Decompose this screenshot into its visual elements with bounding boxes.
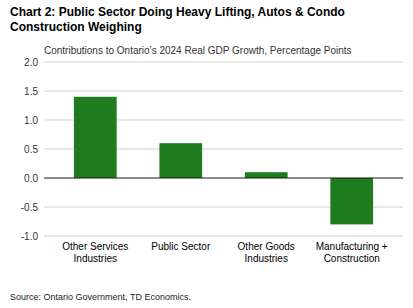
x-tick-label-line: Other Services <box>62 241 128 252</box>
bar <box>159 143 202 178</box>
x-tick-label-line: Industries <box>74 253 117 264</box>
x-tick-label-line: Industries <box>245 253 288 264</box>
grid <box>44 62 403 236</box>
y-tick-label: -1.0 <box>21 231 39 242</box>
y-tick-label: 1.5 <box>24 86 38 97</box>
grid-line <box>44 62 403 63</box>
zero-line <box>44 178 403 179</box>
x-tick-label: Other GoodsIndustries <box>238 241 295 264</box>
y-tick-label: 0.0 <box>24 173 38 184</box>
x-tick-label-line: Construction <box>324 253 380 264</box>
bar <box>74 97 117 178</box>
bar <box>330 178 373 224</box>
x-tick-label: Other ServicesIndustries <box>62 241 128 264</box>
chart-container: Chart 2: Public Sector Doing Heavy Lifti… <box>0 0 413 308</box>
x-tick-label-line: Public Sector <box>151 241 211 252</box>
title: Chart 2: Public Sector Doing Heavy Lifti… <box>10 5 345 19</box>
page: {"chart_data": {"type": "bar", "title": … <box>0 0 413 308</box>
subtitle: Contributions to Ontario’s 2024 Real GDP… <box>44 45 352 56</box>
x-tick-label-line: Other Goods <box>238 241 295 252</box>
y-tick-label: 1.0 <box>24 115 38 126</box>
title: Construction Weighing <box>10 20 142 34</box>
grid-line <box>44 236 403 237</box>
x-tick-label: Manufacturing +Construction <box>316 241 388 264</box>
bar <box>245 172 288 178</box>
grid-line <box>44 91 403 92</box>
bars <box>74 97 373 225</box>
grid-line <box>44 178 403 179</box>
source: Source: Ontario Government, TD Economics… <box>10 292 191 302</box>
y-tick-label: 2.0 <box>24 57 38 68</box>
y-tick-label: -0.5 <box>21 202 39 213</box>
x-tick-label: Public Sector <box>151 241 211 252</box>
chart: Chart 2: Public Sector Doing Heavy Lifti… <box>0 0 413 308</box>
x-tick-label-line: Manufacturing + <box>316 241 388 252</box>
y-tick-label: 0.5 <box>24 144 38 155</box>
